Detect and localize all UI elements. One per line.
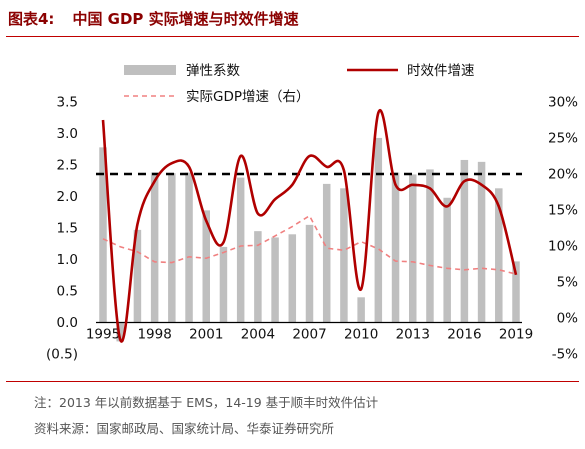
y-left-tick-label: 0.5 bbox=[57, 284, 78, 300]
bar-1999 bbox=[168, 173, 176, 323]
bar-2018 bbox=[495, 188, 503, 323]
bar-series bbox=[99, 137, 520, 342]
x-tick-label: 2007 bbox=[292, 327, 326, 343]
y-right-tick-label: 30% bbox=[548, 95, 578, 111]
bar-2000 bbox=[185, 172, 193, 323]
line-series bbox=[96, 108, 522, 343]
legend-label-gdp: 实际GDP增速（右） bbox=[186, 89, 310, 105]
bar-2013 bbox=[409, 174, 417, 323]
figure-title: 中国 GDP 实际增速与时效件增速 bbox=[72, 10, 299, 28]
bar-2019 bbox=[512, 261, 520, 323]
x-tick-label: 1998 bbox=[137, 327, 171, 343]
y-right-tick-label: 20% bbox=[548, 167, 578, 183]
bar-1998 bbox=[150, 172, 159, 323]
x-tick-label: 2010 bbox=[344, 327, 378, 343]
y-left-tick-label: 2.0 bbox=[57, 189, 78, 205]
y-right-tick-label: 10% bbox=[548, 239, 578, 255]
chart-source: 资料来源：国家邮政局、国家统计局、华泰证券研究所 bbox=[34, 421, 335, 436]
bar-1996 bbox=[116, 322, 124, 342]
bar-1995 bbox=[99, 147, 107, 323]
bar-2009 bbox=[340, 188, 348, 323]
bar-2016 bbox=[460, 159, 469, 323]
x-tick-label: 1995 bbox=[86, 327, 120, 343]
bar-2017 bbox=[477, 161, 486, 323]
x-tick-label: 2019 bbox=[499, 327, 533, 343]
x-tick-label: 2001 bbox=[189, 327, 223, 343]
bar-2003 bbox=[236, 177, 245, 323]
express-growth-line bbox=[101, 108, 518, 343]
legend-swatch-elasticity bbox=[124, 65, 176, 75]
x-tick-label: 2013 bbox=[396, 327, 430, 343]
legend-label-elasticity: 弹性系数 bbox=[186, 63, 240, 79]
figure-label: 图表4: bbox=[8, 10, 55, 28]
bar-2015 bbox=[443, 197, 451, 323]
axes: 3.5 3.0 2.5 2.0 1.5 1.0 0.5 0.0 (0.5) 30% 25% 20% 15… bbox=[46, 95, 578, 363]
bar-2014 bbox=[426, 169, 434, 323]
y-right-tick-label: 25% bbox=[548, 131, 578, 147]
title-divider bbox=[6, 36, 579, 37]
y-right-tick-label: 15% bbox=[548, 203, 578, 219]
y-left-tick-label: 1.0 bbox=[57, 252, 78, 268]
y-left-tick-label: 3.0 bbox=[57, 126, 78, 142]
bar-1997 bbox=[133, 229, 142, 323]
bar-2011 bbox=[374, 137, 383, 323]
bar-2006 bbox=[288, 234, 297, 323]
chart-note: 注：2013 年以前数据基于 EMS，14-19 基于顺丰时效件估计 bbox=[34, 395, 379, 410]
y-left-tick-label: 3.5 bbox=[57, 95, 78, 111]
y-right-tick-label: 0% bbox=[557, 311, 579, 327]
bar-2008 bbox=[322, 183, 331, 323]
y-right-tick-label: -5% bbox=[552, 347, 578, 363]
bar-2007 bbox=[305, 224, 314, 323]
y-left-tick-label: (0.5) bbox=[46, 347, 78, 363]
figure-title-row: 图表4: 中国 GDP 实际增速与时效件增速 bbox=[8, 8, 299, 29]
y-left-tick-label: 0.0 bbox=[57, 315, 78, 331]
bar-2002 bbox=[219, 246, 228, 323]
bar-2010 bbox=[357, 297, 365, 323]
gdp-growth-line bbox=[102, 214, 517, 275]
bar-2004 bbox=[254, 231, 262, 323]
y-left-tick-label: 2.5 bbox=[57, 158, 78, 174]
bar-2012 bbox=[391, 172, 400, 323]
bar-2001 bbox=[202, 210, 210, 323]
bottom-divider bbox=[6, 381, 579, 382]
y-left-tick-label: 1.5 bbox=[57, 221, 78, 237]
y-right-tick-label: 5% bbox=[557, 275, 579, 291]
bar-2005 bbox=[271, 237, 279, 323]
x-tick-label: 2004 bbox=[241, 327, 275, 343]
x-tick-label: 2016 bbox=[447, 327, 481, 343]
legend-label-express: 时效件增速 bbox=[407, 63, 475, 79]
